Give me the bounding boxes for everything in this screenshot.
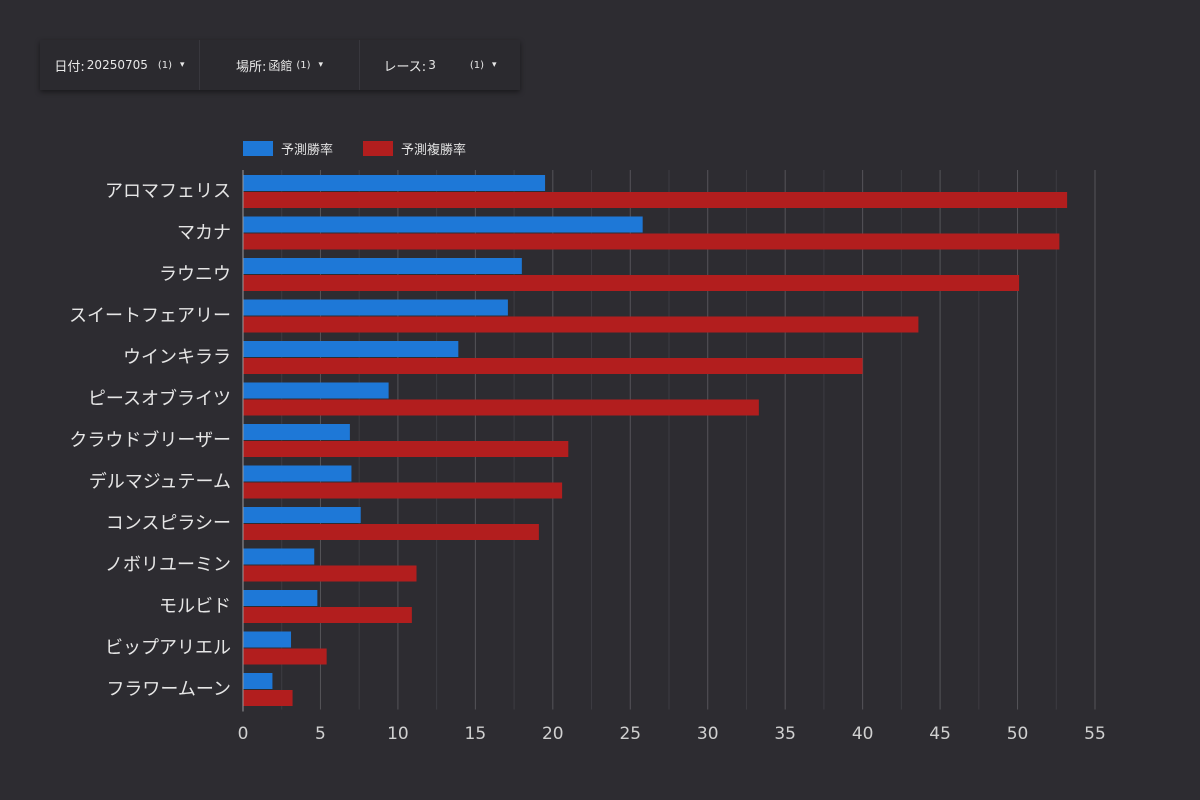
category-label: マカナ [177,223,231,244]
chevron-down-icon: ▾ [318,60,324,70]
bar-win-rate [243,590,318,606]
category-label: ウインキララ [123,347,231,368]
legend-swatch [243,141,273,156]
bar-place-rate [243,275,1020,291]
bar-win-rate [243,548,315,565]
x-tick-label: 50 [1007,724,1029,744]
bar-win-rate [243,507,361,523]
bar-win-rate [243,216,643,233]
x-tick-label: 20 [542,724,564,744]
bar-place-rate [243,316,919,333]
category-label: ピースオブライツ [88,388,231,410]
bar-place-rate [243,399,759,416]
category-label: コンスピラシー [106,513,231,534]
race-filter-label: レース: [383,59,427,75]
category-label: ビップアリエル [105,638,231,659]
category-label: スイートフェアリー [69,306,231,327]
bar-win-rate [243,341,459,357]
bar-place-rate [243,648,327,665]
x-tick-label: 5 [315,724,326,744]
bar-win-rate [243,631,292,648]
category-label: ラウニウ [159,264,231,285]
category-label: アロマフェリス [105,181,231,202]
date-filter-value: 20250705 [86,58,148,72]
category-label: モルビド [159,596,231,617]
race-filter-count: (1) [469,59,484,71]
bar-win-rate [243,424,350,440]
x-tick-label: 15 [465,724,487,744]
bar-win-rate [243,465,352,482]
x-tick-label: 25 [619,724,641,744]
filter-bar: 日付: 20250705 (1) ▾ 場所: 函館 (1) ▾ レース: 3 (… [40,40,520,90]
bar-place-rate [243,192,1068,208]
bar-place-rate [243,358,863,374]
bar-win-rate [243,673,273,689]
x-tick-label: 10 [387,724,409,744]
date-filter-count: (1) [157,59,173,71]
venue-filter[interactable]: 場所: 函館 (1) ▾ [200,40,360,90]
bar-win-rate [243,175,546,191]
chevron-down-icon: ▾ [180,60,185,70]
legend-label: 予測複勝率 [401,142,466,158]
x-tick-label: 45 [929,724,951,744]
category-label: フラワームーン [106,679,231,700]
x-tick-label: 0 [238,724,249,744]
bar-win-rate [243,258,522,274]
bar-place-rate [243,524,539,540]
x-tick-label: 40 [852,724,874,744]
category-label: クラウドブリーザー [69,429,231,451]
venue-filter-value: 函館 [268,58,293,73]
bar-place-rate [243,607,412,623]
bar-place-rate [243,233,1060,250]
date-filter[interactable]: 日付: 20250705 (1) ▾ [40,40,200,90]
x-tick-label: 35 [774,724,796,744]
bar-place-rate [243,441,569,457]
bar-place-rate [243,690,293,706]
venue-filter-label: 場所: [235,59,267,75]
bar-win-rate [243,382,389,399]
race-filter-value: 3 [428,58,436,72]
chevron-down-icon: ▾ [492,60,497,70]
bar-win-rate [243,299,508,316]
venue-filter-count: (1) [296,59,311,71]
bar-place-rate [243,482,563,499]
x-tick-label: 30 [697,724,719,744]
legend-swatch [363,141,393,156]
legend-label: 予測勝率 [281,142,333,158]
category-label: ノボリユーミン [105,555,231,576]
bar-place-rate [243,565,417,582]
race-filter[interactable]: レース: 3 (1) ▾ [360,40,520,90]
x-tick-label: 55 [1084,724,1106,744]
date-filter-label: 日付: [54,59,85,75]
category-label: デルマジュテーム [89,472,231,493]
